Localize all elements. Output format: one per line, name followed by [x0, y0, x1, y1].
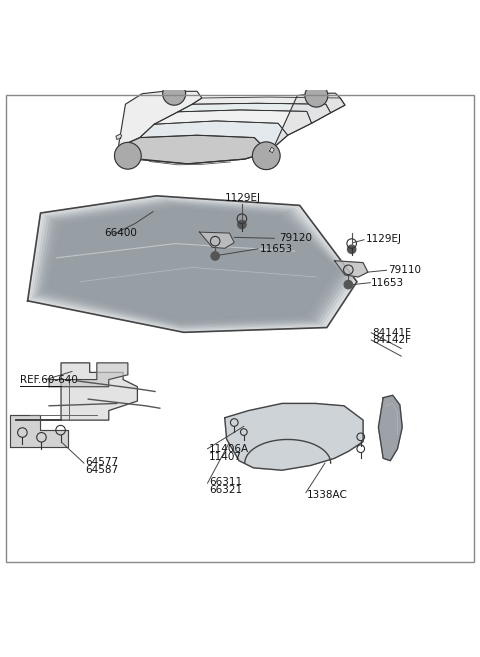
Text: 79120: 79120 — [279, 233, 312, 243]
Circle shape — [115, 143, 141, 169]
Polygon shape — [30, 197, 355, 331]
Polygon shape — [10, 415, 68, 447]
Polygon shape — [16, 363, 137, 420]
Polygon shape — [192, 97, 345, 113]
Polygon shape — [154, 110, 312, 135]
Text: 11407: 11407 — [209, 452, 242, 462]
Circle shape — [344, 281, 353, 289]
Circle shape — [252, 142, 280, 170]
Polygon shape — [28, 196, 357, 332]
Polygon shape — [378, 396, 402, 461]
Polygon shape — [225, 403, 363, 470]
Circle shape — [305, 84, 328, 107]
Text: 11653: 11653 — [371, 278, 404, 288]
Text: 11653: 11653 — [260, 244, 293, 254]
Polygon shape — [28, 196, 357, 332]
Polygon shape — [44, 206, 340, 323]
Polygon shape — [37, 202, 348, 327]
Text: 64587: 64587 — [85, 465, 118, 475]
Polygon shape — [118, 135, 269, 164]
Circle shape — [348, 245, 356, 254]
Text: REF.60-640: REF.60-640 — [21, 374, 78, 384]
Text: 66400: 66400 — [104, 228, 137, 238]
Polygon shape — [33, 198, 352, 329]
Text: 1338AC: 1338AC — [307, 489, 348, 499]
Circle shape — [163, 82, 186, 105]
Text: 84141F: 84141F — [372, 328, 412, 338]
Polygon shape — [270, 147, 275, 153]
Polygon shape — [39, 203, 345, 325]
Polygon shape — [178, 103, 331, 124]
Polygon shape — [269, 93, 345, 152]
Text: 1129EJ: 1129EJ — [366, 234, 402, 244]
Polygon shape — [42, 204, 343, 324]
Polygon shape — [140, 121, 288, 152]
Polygon shape — [335, 261, 368, 277]
Text: 84142F: 84142F — [372, 336, 412, 346]
Polygon shape — [49, 209, 336, 319]
Circle shape — [238, 220, 246, 229]
Polygon shape — [49, 363, 128, 387]
Polygon shape — [47, 208, 338, 321]
Text: 1129EJ: 1129EJ — [224, 193, 260, 204]
Text: 64577: 64577 — [85, 457, 118, 467]
Circle shape — [211, 252, 219, 260]
Text: 66321: 66321 — [209, 486, 242, 495]
Text: 66311: 66311 — [209, 477, 242, 487]
Polygon shape — [35, 200, 350, 328]
Text: 11406A: 11406A — [209, 443, 249, 454]
Polygon shape — [116, 134, 121, 139]
Polygon shape — [118, 91, 202, 147]
Polygon shape — [199, 232, 234, 248]
Text: 79110: 79110 — [388, 265, 421, 275]
